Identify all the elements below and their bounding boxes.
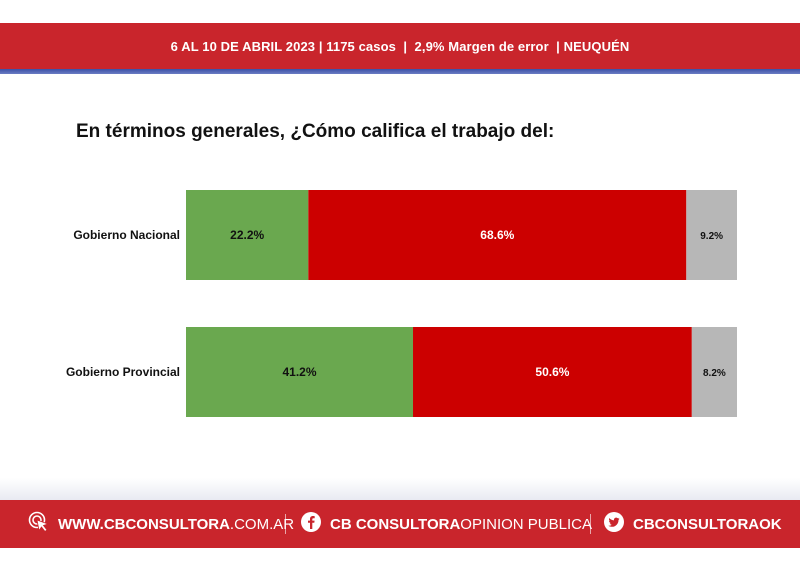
footer-facebook-light: OPINION PUBLICA: [460, 515, 592, 533]
data-label: 50.6%: [535, 365, 569, 379]
footer-band: WWW.CBCONSULTORA .COM.AR CB CONSULTORA OP…: [0, 500, 800, 548]
facebook-icon: [300, 511, 322, 537]
bar-segment: [186, 190, 309, 280]
footer-website[interactable]: WWW.CBCONSULTORA .COM.AR: [28, 500, 294, 548]
bar-segment: [691, 327, 737, 417]
cursor-click-icon: [28, 511, 50, 537]
survey-info: 6 AL 10 DE ABRIL 2023 | 1175 casos | 2,9…: [170, 38, 630, 54]
header-accent-line: [0, 69, 800, 74]
footer-twitter[interactable]: CBCONSULTORAOK: [603, 500, 782, 548]
footer-divider: [285, 514, 286, 534]
header-band: 6 AL 10 DE ABRIL 2023 | 1175 casos | 2,9…: [0, 23, 800, 69]
twitter-icon: [603, 511, 625, 537]
footer-fade: [0, 478, 800, 500]
chart-title: En términos generales, ¿Cómo califica el…: [76, 121, 555, 142]
footer-facebook[interactable]: CB CONSULTORA OPINION PUBLICA: [300, 500, 592, 548]
bar-segment: [686, 190, 737, 280]
category-label: Gobierno Provincial: [66, 365, 180, 379]
bar-segment: [308, 190, 687, 280]
footer-facebook-bold: CB CONSULTORA: [330, 515, 461, 533]
data-label: 68.6%: [480, 228, 514, 242]
data-label: 41.2%: [282, 365, 316, 379]
data-label: 22.2%: [230, 228, 264, 242]
bar-segment: [186, 327, 414, 417]
bar-segment: [413, 327, 692, 417]
data-label: 8.2%: [703, 368, 726, 379]
footer-divider: [590, 514, 591, 534]
footer-website-bold: WWW.CBCONSULTORA: [58, 515, 230, 533]
footer-twitter-bold: CBCONSULTORAOK: [633, 515, 782, 533]
footer-website-light: .COM.AR: [229, 515, 295, 533]
data-label: 9.2%: [700, 231, 723, 242]
category-label: Gobierno Nacional: [73, 228, 180, 242]
